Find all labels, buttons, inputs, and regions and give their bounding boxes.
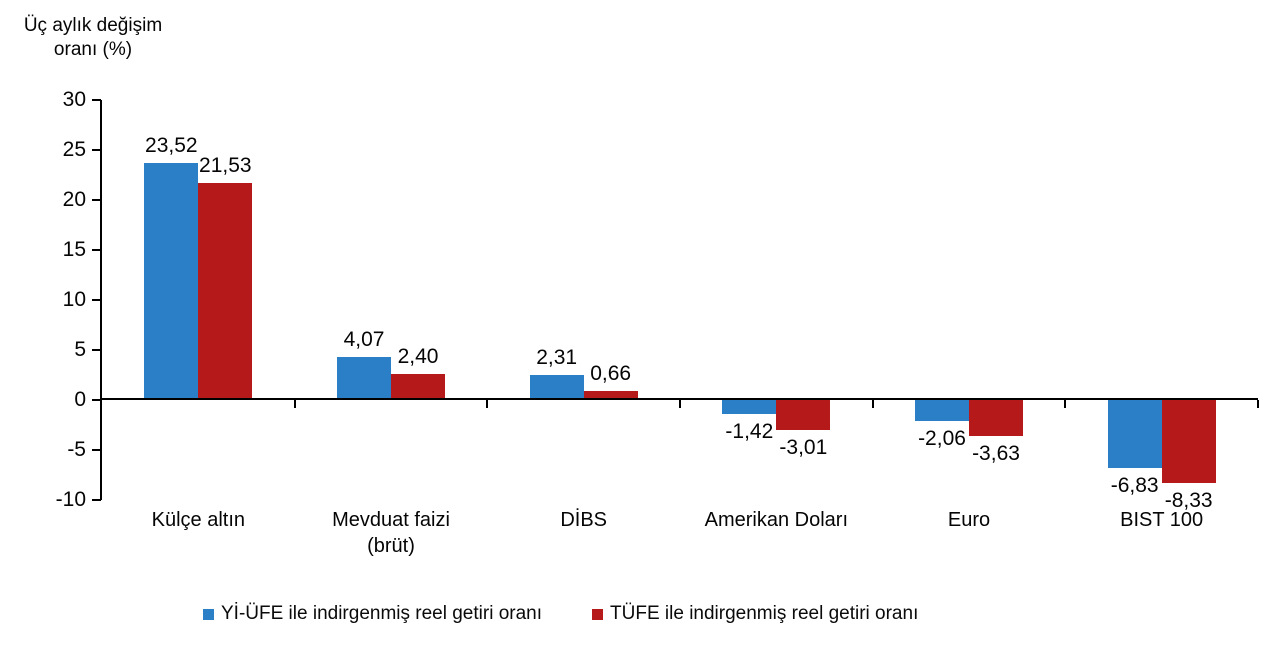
- legend-item: Yİ-ÜFE ile indirgenmiş reel getiri oranı: [203, 602, 542, 626]
- value-label: 2,31: [536, 345, 578, 369]
- legend-swatch-blue: [203, 609, 214, 620]
- value-label: -2,06: [918, 426, 966, 450]
- y-axis-title: Üç aylık değişim oranı (%): [23, 15, 163, 60]
- bar-red: [198, 182, 253, 398]
- x-axis-tick: [871, 400, 874, 408]
- y-axis-tick-label: 15: [62, 238, 86, 261]
- bar-red: [1161, 400, 1216, 484]
- legend-label: Yİ-ÜFE ile indirgenmiş reel getiri oranı: [221, 603, 543, 624]
- x-axis-category-label: Külçe altın: [151, 509, 246, 531]
- bar-blue: [722, 400, 777, 415]
- y-axis-tick: [92, 99, 101, 101]
- x-axis-category-label: Mevduat faizi (brüt): [332, 509, 450, 557]
- y-axis-tick-label: -10: [55, 488, 86, 511]
- legend-item: TÜFE ile indirgenmiş reel getiri oranı: [592, 602, 918, 626]
- y-axis-tick: [92, 199, 101, 201]
- value-label: 4,07: [343, 328, 385, 352]
- bar-red: [391, 374, 445, 398]
- bar-red: [969, 400, 1023, 437]
- y-axis-tick-label: 10: [62, 288, 86, 311]
- y-axis-tick: [92, 449, 101, 451]
- x-axis-category-label: Amerikan Doları: [704, 509, 849, 531]
- bar-blue: [144, 162, 199, 398]
- x-axis-category-label: DİBS: [560, 509, 607, 531]
- y-axis-tick-label: 30: [62, 88, 86, 111]
- y-axis-tick: [92, 249, 101, 251]
- legend-label: TÜFE ile indirgenmiş reel getiri oranı: [610, 603, 919, 624]
- y-axis-tick-label: 25: [62, 138, 86, 161]
- value-label: 0,66: [590, 362, 632, 386]
- y-axis-tick-label: 5: [74, 338, 86, 361]
- bar-blue: [529, 374, 584, 398]
- y-axis-tick: [92, 149, 101, 151]
- value-label: -3,63: [972, 442, 1020, 466]
- x-axis-tick: [293, 400, 296, 408]
- legend-swatch-red: [592, 609, 604, 620]
- x-axis-tick: [679, 400, 681, 408]
- value-label: -8,33: [1164, 489, 1213, 513]
- value-label: 2,40: [397, 345, 439, 368]
- legend: Yİ-ÜFE ile indirgenmiş reel getiri oranı…: [203, 602, 918, 626]
- y-axis-tick: [92, 399, 101, 401]
- y-axis-tick-label: 20: [62, 188, 86, 211]
- bar-blue: [337, 357, 391, 398]
- y-axis-line: [100, 100, 102, 500]
- value-label: -1,42: [725, 420, 774, 444]
- x-axis-category-label: BIST 100: [1120, 509, 1204, 531]
- x-axis-tick: [1064, 400, 1067, 408]
- x-axis-category-label: Euro: [947, 509, 991, 531]
- bar-red: [776, 400, 831, 431]
- y-axis-tick: [92, 299, 101, 301]
- y-axis-tick: [92, 499, 101, 501]
- x-axis-tick: [486, 400, 489, 408]
- y-axis-tick-label: -5: [67, 438, 86, 461]
- bar-blue: [1107, 400, 1162, 469]
- value-label: -6,83: [1110, 474, 1159, 498]
- value-label: 21,53: [199, 153, 252, 177]
- value-label: 23,52: [145, 133, 198, 157]
- x-axis-line: [100, 398, 1258, 400]
- y-axis-tick-label: 0: [74, 388, 86, 411]
- x-axis-tick: [1257, 400, 1259, 408]
- value-label: -3,01: [779, 436, 828, 460]
- y-axis-tick: [92, 349, 101, 351]
- bar-blue: [915, 400, 969, 421]
- bar-red: [583, 391, 638, 398]
